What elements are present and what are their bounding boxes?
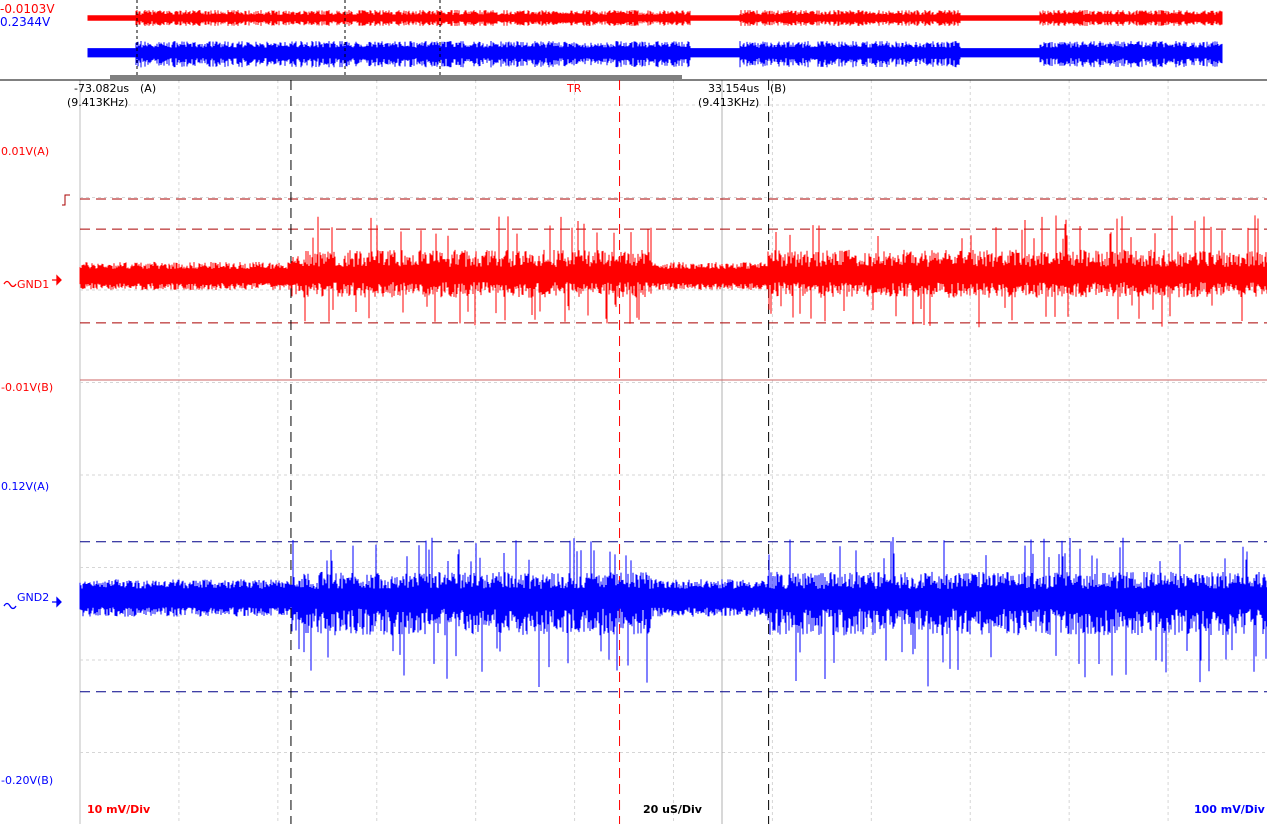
overview-strip — [87, 0, 1223, 79]
cursor-a-tag[interactable]: (A) — [140, 82, 157, 95]
ch1-level-b: -0.01V(B) — [1, 381, 54, 394]
ground-arrow-icon — [52, 596, 62, 608]
ac-coupling-icon — [3, 280, 17, 288]
trigger-marker[interactable]: TR — [567, 82, 582, 95]
waveform-trace — [79, 215, 1267, 328]
timebase-scale: 20 uS/Div — [643, 803, 702, 816]
ac-coupling-icon — [3, 602, 17, 610]
ch1-scale: 10 mV/Div — [87, 803, 151, 816]
ch1-ground-label[interactable]: GND1 — [17, 278, 50, 291]
rising-edge-trigger-icon — [62, 194, 70, 206]
overview-trace — [87, 10, 1223, 26]
cursor-b-frequency: (9.413KHz) — [698, 96, 760, 109]
channel-markers — [3, 194, 70, 610]
ch2-level-b: -0.20V(B) — [1, 774, 54, 787]
ground-arrow-icon — [52, 274, 62, 286]
ch2-readout: 0.2344V — [0, 15, 51, 29]
ch2-level-a: 0.12V(A) — [1, 480, 50, 493]
ch1-readout: -0.0103V — [0, 2, 55, 16]
waveform-trace — [79, 537, 1267, 687]
overview-trace — [87, 41, 1223, 68]
ch2-scale: 100 mV/Div — [1194, 803, 1265, 816]
cursor-a-time: -73.082us — [74, 82, 130, 95]
ch1-level-a: 0.01V(A) — [1, 145, 50, 158]
ch1-waveform — [79, 215, 1267, 328]
ch2-waveform — [79, 537, 1267, 687]
cursor-b-time: 33.154us — [708, 82, 760, 95]
cursor-lines — [290, 80, 770, 824]
cursor-a-frequency: (9.413KHz) — [67, 96, 129, 109]
grid — [0, 79, 1267, 824]
cursor-b-tag[interactable]: (B) — [770, 82, 787, 95]
ch2-ground-label[interactable]: GND2 — [17, 591, 50, 604]
overview-window-bar — [110, 75, 682, 79]
